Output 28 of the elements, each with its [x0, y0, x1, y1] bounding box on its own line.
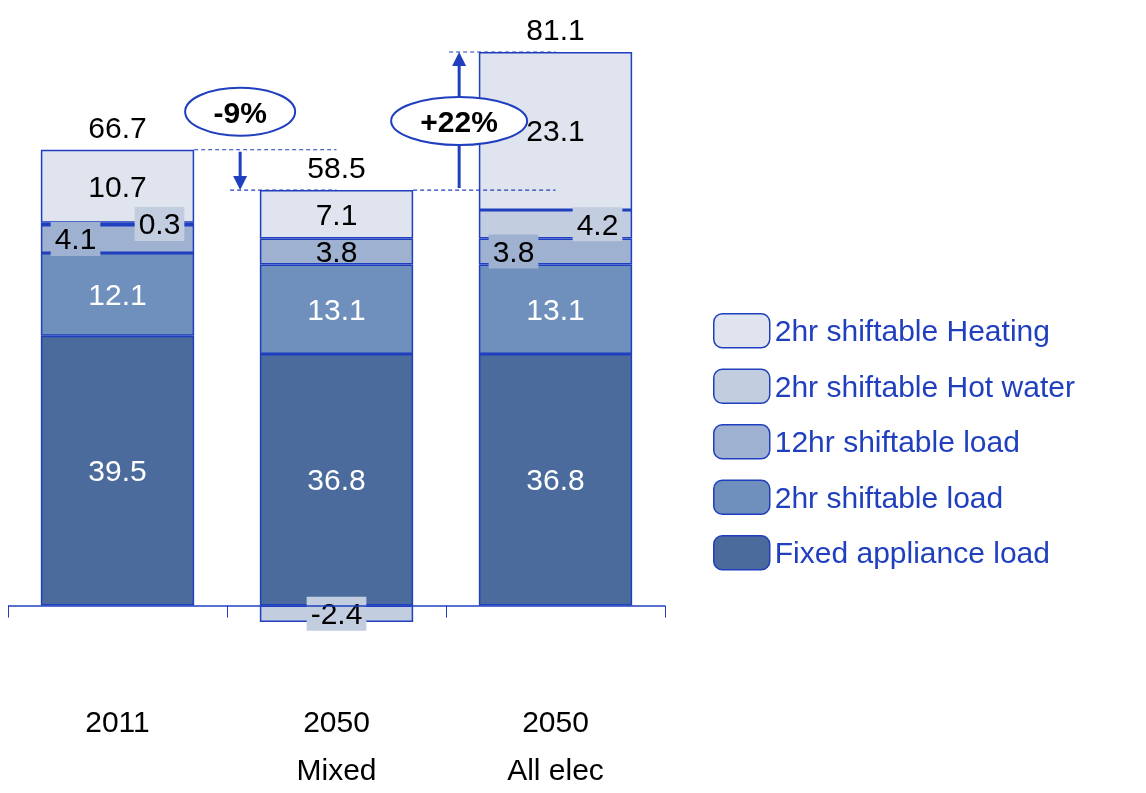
- data-label: 13.1: [526, 292, 585, 326]
- data-label: 7.1: [315, 197, 358, 231]
- annotation: -9%: [213, 95, 267, 129]
- legend-label: Fixed appliance load: [774, 536, 1050, 570]
- data-label: 4.2: [576, 207, 619, 241]
- data-label: 39.5: [88, 454, 147, 488]
- legend-label: 2hr shiftable Hot water: [774, 369, 1075, 403]
- data-label: 3.8: [492, 235, 535, 269]
- total-label: 81.1: [526, 13, 585, 46]
- x-tick-label: 2011: [85, 704, 150, 738]
- total-label: 66.7: [88, 110, 147, 144]
- data-label: 4.1: [54, 222, 97, 256]
- legend-label: 12hr shiftable load: [774, 425, 1020, 459]
- data-label: 23.1: [526, 114, 585, 148]
- data-label: 13.1: [307, 292, 366, 326]
- x-tick-label: 2050 All elec: [507, 704, 604, 786]
- legend-label: 2hr shiftable load: [774, 480, 1004, 514]
- data-label: 3.8: [315, 235, 358, 269]
- data-label: 12.1: [88, 277, 147, 311]
- data-label: 10.7: [88, 169, 147, 203]
- data-label: 36.8: [307, 463, 366, 497]
- annotation: +22%: [420, 105, 498, 139]
- legend-label: 2hr shiftable Heating: [774, 314, 1050, 348]
- x-tick-label: 2050 Mixed: [296, 704, 377, 786]
- data-label: 0.3: [138, 207, 181, 241]
- total-label: 58.5: [307, 151, 366, 185]
- data-label: 36.8: [526, 463, 585, 497]
- data-label: -2.4: [310, 597, 363, 631]
